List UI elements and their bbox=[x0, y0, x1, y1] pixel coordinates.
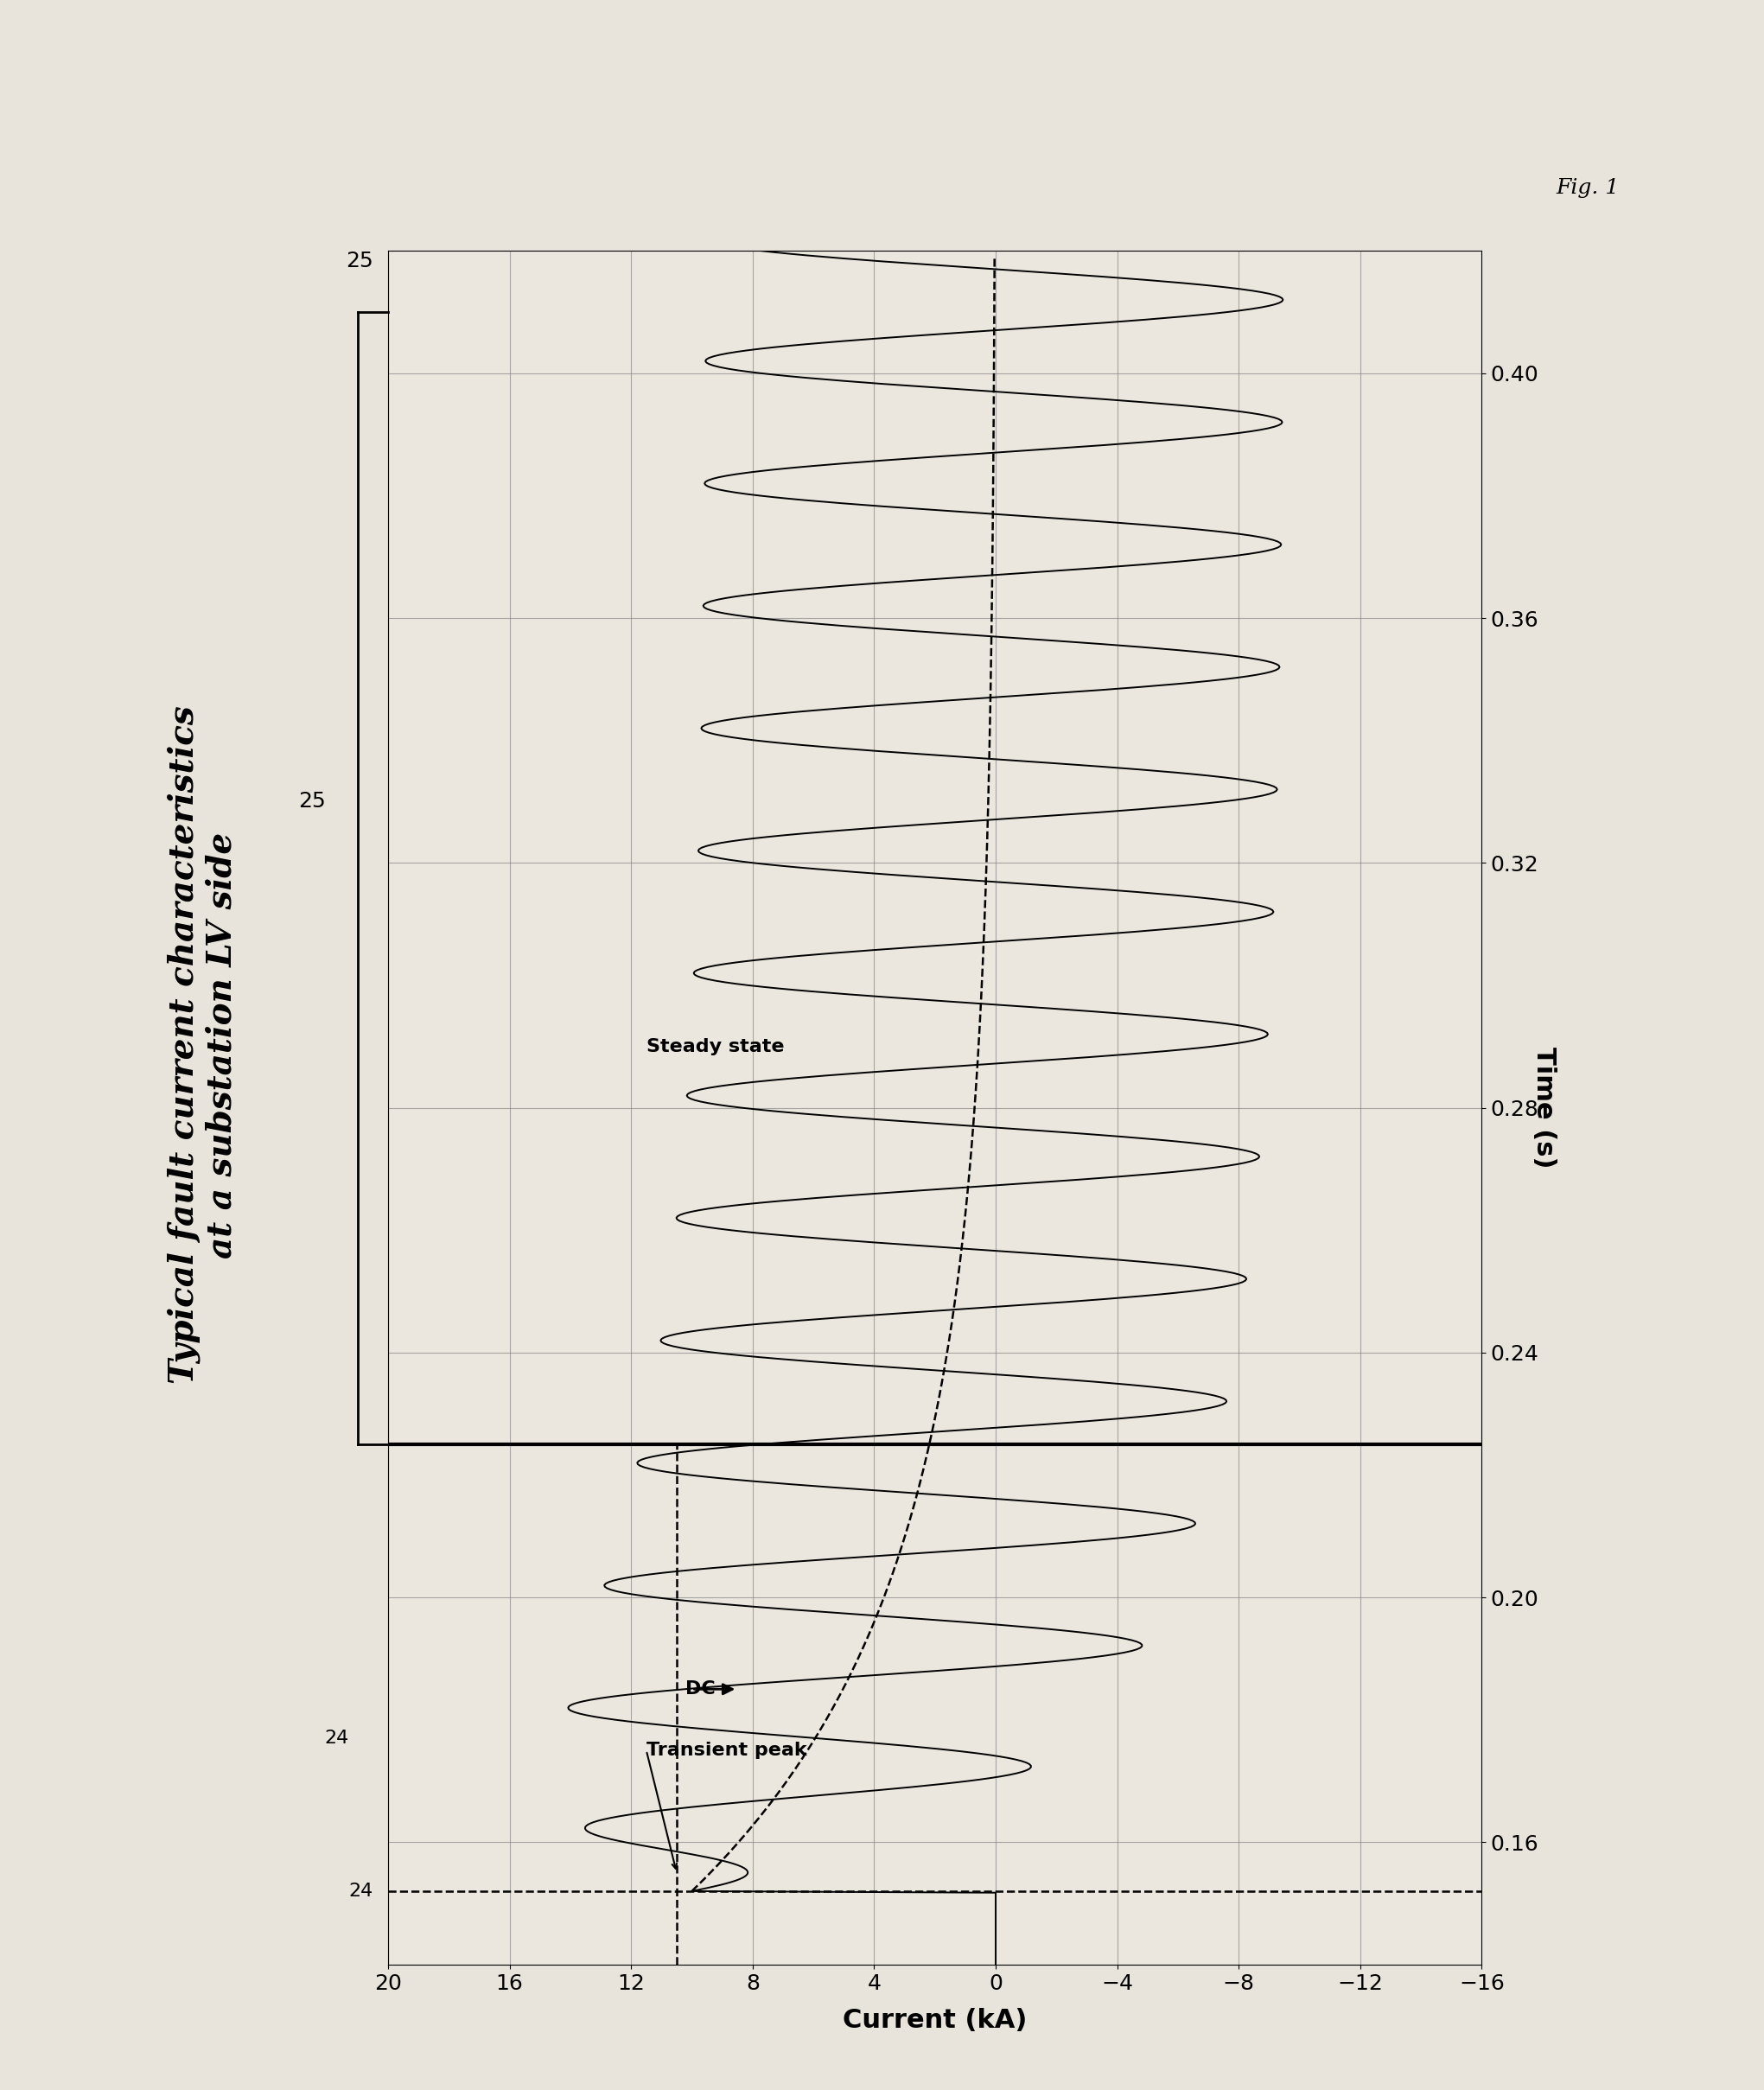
Text: Typical fault current characteristics
at a substation LV side: Typical fault current characteristics at… bbox=[168, 706, 238, 1384]
Text: Fig. 1: Fig. 1 bbox=[1556, 178, 1619, 199]
Text: DC: DC bbox=[686, 1680, 716, 1697]
Text: Steady state: Steady state bbox=[646, 1039, 785, 1055]
Text: 24: 24 bbox=[349, 1883, 372, 1900]
X-axis label: Current (kA): Current (kA) bbox=[843, 2008, 1027, 2034]
Text: 25: 25 bbox=[298, 792, 326, 813]
Y-axis label: Time (s): Time (s) bbox=[1531, 1047, 1556, 1168]
Text: Transient peak: Transient peak bbox=[646, 1741, 806, 1760]
Text: 24: 24 bbox=[325, 1731, 349, 1747]
Text: 25: 25 bbox=[346, 251, 372, 272]
